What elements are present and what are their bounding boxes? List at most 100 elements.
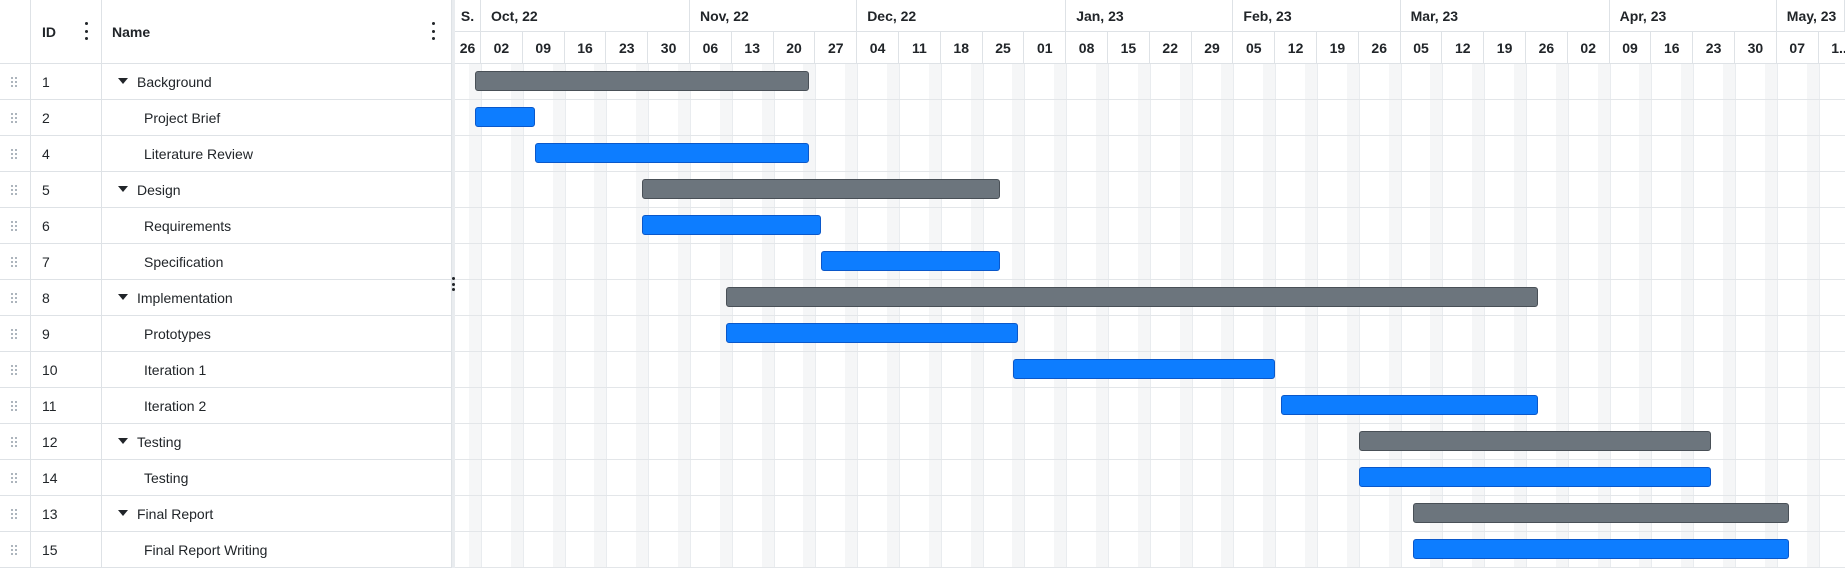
row-drag-cell[interactable]: [0, 136, 31, 171]
row-name-cell[interactable]: Final Report: [102, 496, 451, 531]
task-bar[interactable]: [1412, 539, 1789, 559]
task-bar[interactable]: [534, 143, 810, 163]
month-header-cell: Apr, 23: [1610, 0, 1777, 31]
collapse-caret-icon[interactable]: [118, 510, 128, 516]
table-row[interactable]: 2 Project Brief: [0, 100, 451, 136]
row-id: 7: [42, 253, 50, 270]
drag-handle-icon[interactable]: [11, 400, 19, 411]
row-drag-cell[interactable]: [0, 460, 31, 495]
row-drag-cell[interactable]: [0, 532, 31, 567]
week-gridline: [1609, 64, 1611, 568]
row-name-cell[interactable]: Specification: [102, 244, 451, 279]
row-name-cell[interactable]: Requirements: [102, 208, 451, 243]
row-drag-cell[interactable]: [0, 100, 31, 135]
table-row[interactable]: 5 Design: [0, 172, 451, 208]
drag-handle-icon[interactable]: [11, 76, 19, 87]
row-name-cell[interactable]: Iteration 1: [102, 352, 451, 387]
table-row[interactable]: 14 Testing: [0, 460, 451, 496]
task-bar[interactable]: [642, 215, 822, 235]
drag-handle-icon[interactable]: [11, 184, 19, 195]
row-drag-cell[interactable]: [0, 316, 31, 351]
drag-handle-icon[interactable]: [11, 364, 19, 375]
row-name: Specification: [144, 254, 224, 270]
drag-handle-icon[interactable]: [11, 328, 19, 339]
collapse-caret-icon[interactable]: [118, 186, 128, 192]
week-header-cell: 05: [1401, 32, 1443, 63]
drag-handle-icon[interactable]: [11, 112, 19, 123]
row-name-cell[interactable]: Background: [102, 64, 451, 99]
row-id-cell: 1: [31, 64, 102, 99]
task-bar[interactable]: [725, 323, 1019, 343]
row-id-cell: 2: [31, 100, 102, 135]
drag-handle-icon[interactable]: [11, 220, 19, 231]
table-row[interactable]: 13 Final Report: [0, 496, 451, 532]
drag-handle-icon[interactable]: [11, 544, 19, 555]
drag-handle-icon[interactable]: [11, 508, 19, 519]
task-bar[interactable]: [1358, 467, 1712, 487]
table-row[interactable]: 11 Iteration 2: [0, 388, 451, 424]
name-column-menu-icon[interactable]: [428, 22, 438, 40]
week-header-cell: 16: [1651, 32, 1694, 63]
collapse-caret-icon[interactable]: [118, 78, 128, 84]
summary-task-bar[interactable]: [642, 179, 1001, 199]
week-shade: [1221, 64, 1234, 568]
week-shade: [1137, 64, 1150, 568]
drag-handle-icon[interactable]: [11, 436, 19, 447]
row-id-cell: 15: [31, 532, 102, 567]
week-gridline: [1484, 64, 1486, 568]
task-bar[interactable]: [1012, 359, 1276, 379]
row-name-cell[interactable]: Iteration 2: [102, 388, 451, 423]
splitter-handle-icon[interactable]: [452, 277, 455, 291]
id-column-header[interactable]: ID: [31, 0, 102, 63]
table-row[interactable]: 12 Testing: [0, 424, 451, 460]
row-drag-cell[interactable]: [0, 388, 31, 423]
row-name-cell[interactable]: Final Report Writing: [102, 532, 451, 567]
row-name-cell[interactable]: Project Brief: [102, 100, 451, 135]
drag-handle-icon[interactable]: [11, 472, 19, 483]
row-drag-cell[interactable]: [0, 496, 31, 531]
collapse-caret-icon[interactable]: [118, 294, 128, 300]
table-row[interactable]: 6 Requirements: [0, 208, 451, 244]
drag-handle-icon[interactable]: [11, 148, 19, 159]
row-drag-cell[interactable]: [0, 208, 31, 243]
row-name-cell[interactable]: Literature Review: [102, 136, 451, 171]
drag-handle-icon[interactable]: [11, 292, 19, 303]
row-drag-cell[interactable]: [0, 172, 31, 207]
row-drag-cell[interactable]: [0, 352, 31, 387]
row-drag-cell[interactable]: [0, 64, 31, 99]
table-row[interactable]: 9 Prototypes: [0, 316, 451, 352]
week-gridline: [1108, 64, 1109, 568]
pane-splitter[interactable]: [451, 0, 455, 568]
row-drag-cell[interactable]: [0, 424, 31, 459]
row-name-cell[interactable]: Testing: [102, 460, 451, 495]
summary-task-bar[interactable]: [725, 287, 1538, 307]
table-row[interactable]: 15 Final Report Writing: [0, 532, 451, 568]
task-bar[interactable]: [1281, 395, 1538, 415]
row-name-cell[interactable]: Prototypes: [102, 316, 451, 351]
row-name-cell[interactable]: Design: [102, 172, 451, 207]
row-drag-cell[interactable]: [0, 280, 31, 315]
week-gridline: [690, 64, 691, 568]
task-grid: ID Name 1 Background 2 Project Brief 4 Litera…: [0, 0, 451, 568]
row-name: Literature Review: [144, 146, 253, 162]
task-bar[interactable]: [475, 107, 535, 127]
table-row[interactable]: 7 Specification: [0, 244, 451, 280]
row-name-cell[interactable]: Implementation: [102, 280, 451, 315]
id-column-menu-icon[interactable]: [81, 22, 91, 40]
drag-handle-icon[interactable]: [11, 256, 19, 267]
row-name: Implementation: [137, 290, 233, 306]
table-row[interactable]: 1 Background: [0, 64, 451, 100]
row-name-cell[interactable]: Testing: [102, 424, 451, 459]
collapse-caret-icon[interactable]: [118, 438, 128, 444]
name-column-header[interactable]: Name: [102, 0, 451, 63]
table-row[interactable]: 4 Literature Review: [0, 136, 451, 172]
table-row[interactable]: 10 Iteration 1: [0, 352, 451, 388]
table-row[interactable]: 8 Implementation: [0, 280, 451, 316]
summary-task-bar[interactable]: [1358, 431, 1712, 451]
summary-task-bar[interactable]: [1412, 503, 1789, 523]
row-drag-cell[interactable]: [0, 244, 31, 279]
task-bar[interactable]: [821, 251, 1001, 271]
summary-task-bar[interactable]: [475, 71, 810, 91]
week-gridline: [1693, 64, 1695, 568]
row-name: Design: [137, 182, 181, 198]
